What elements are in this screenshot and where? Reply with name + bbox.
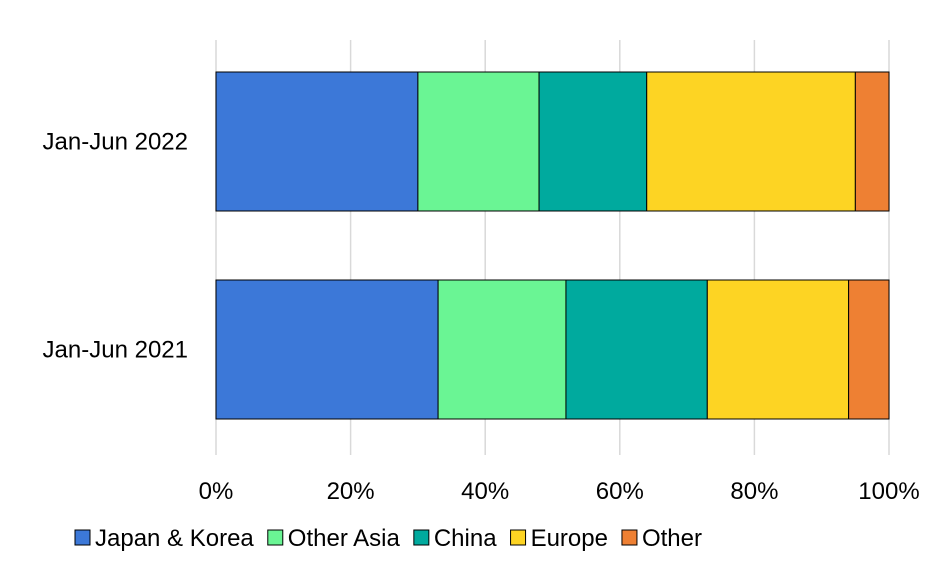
- legend-label: Japan & Korea: [95, 525, 254, 552]
- bar-segment: [706, 279, 850, 420]
- x-axis-tick-labels: 0% 20% 40% 60% 80% 100%: [199, 478, 920, 505]
- legend-label: Europe: [531, 525, 608, 552]
- x-tick-label: 100%: [858, 478, 919, 505]
- legend-swatch: [267, 529, 284, 546]
- legend-swatch: [621, 529, 638, 546]
- bars: [215, 71, 890, 420]
- bar-segment: [854, 71, 890, 212]
- bar-segment: [215, 71, 419, 212]
- category-label: Jan-Jun 2022: [43, 129, 188, 156]
- bar-segment: [538, 71, 648, 212]
- x-tick-label: 80%: [730, 478, 778, 505]
- legend-swatch: [74, 529, 91, 546]
- legend-swatch: [510, 529, 527, 546]
- legend-label: Other: [642, 525, 702, 552]
- legend-swatch: [413, 529, 430, 546]
- category-labels: Jan-Jun 2022 Jan-Jun 2021: [43, 129, 188, 364]
- bar-segment: [848, 279, 890, 420]
- legend-label: China: [434, 525, 497, 552]
- x-tick-label: 20%: [327, 478, 375, 505]
- legend: Japan & Korea Other Asia China Europe Other: [74, 525, 702, 552]
- bar-segment: [646, 71, 856, 212]
- x-tick-label: 40%: [461, 478, 509, 505]
- x-tick-label: 60%: [596, 478, 644, 505]
- x-tick-label: 0%: [199, 478, 234, 505]
- category-label: Jan-Jun 2021: [43, 337, 188, 364]
- bar-segment: [565, 279, 708, 420]
- legend-label: Other Asia: [288, 525, 401, 552]
- bar-segment: [417, 71, 540, 212]
- bar-segment: [215, 279, 439, 420]
- bar-segment: [437, 279, 567, 420]
